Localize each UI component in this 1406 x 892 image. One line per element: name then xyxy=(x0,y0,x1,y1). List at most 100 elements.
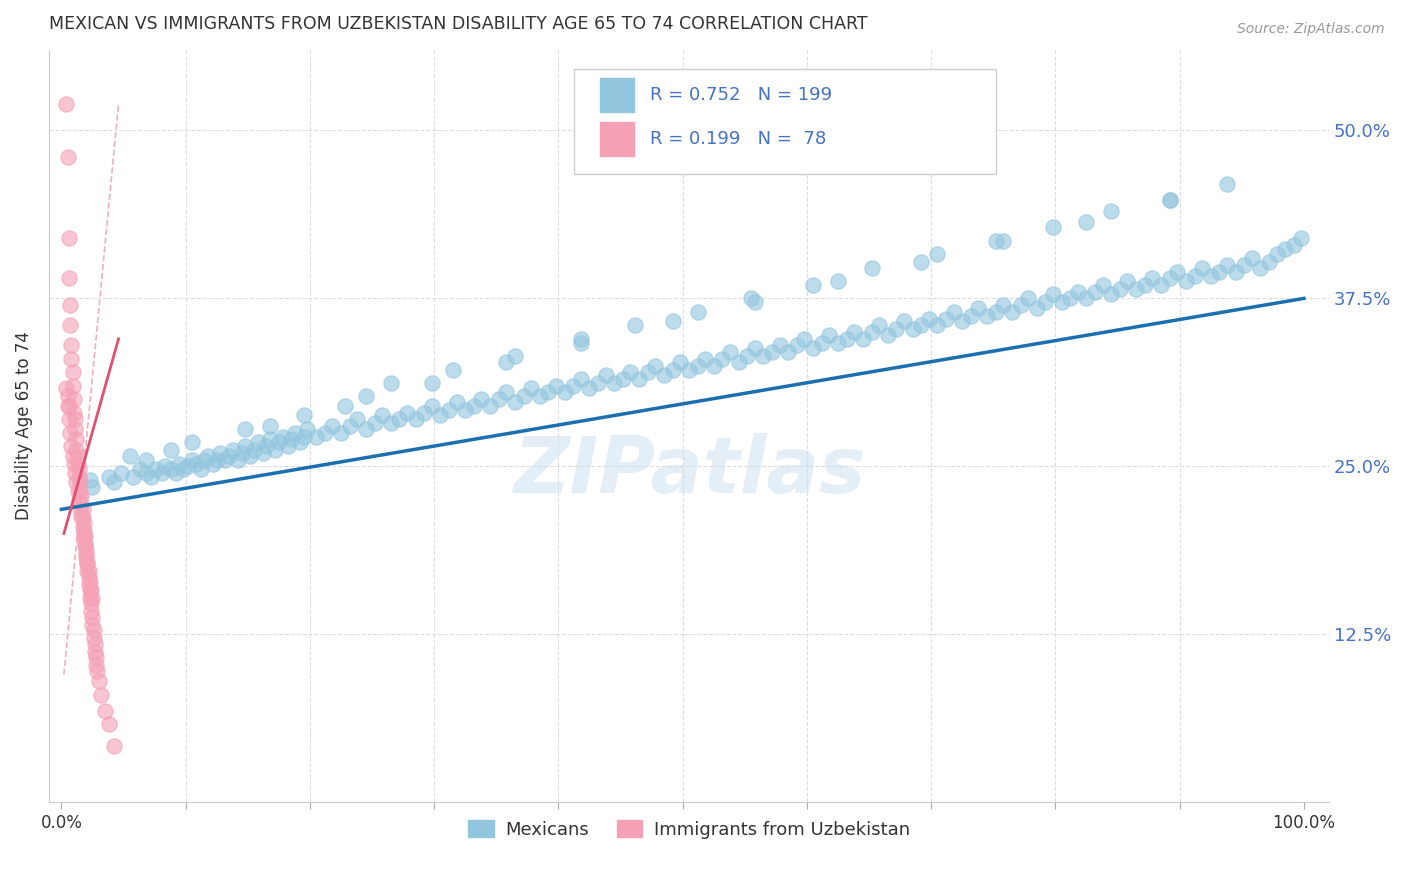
Point xyxy=(259,419,281,434)
Point xyxy=(222,443,245,458)
Point xyxy=(122,470,145,484)
Point xyxy=(153,459,176,474)
Point xyxy=(569,335,592,350)
Point xyxy=(1159,194,1181,208)
Point xyxy=(612,372,634,386)
Point xyxy=(103,739,125,753)
Point xyxy=(503,349,526,363)
Point xyxy=(778,345,800,359)
Point xyxy=(661,314,683,328)
Point xyxy=(145,462,167,476)
Point xyxy=(330,425,353,440)
Text: MEXICAN VS IMMIGRANTS FROM UZBEKISTAN DISABILITY AGE 65 TO 74 CORRELATION CHART: MEXICAN VS IMMIGRANTS FROM UZBEKISTAN DI… xyxy=(49,15,868,33)
Point xyxy=(172,462,194,476)
Point xyxy=(73,537,96,551)
Point xyxy=(190,462,212,476)
Point xyxy=(1109,282,1132,296)
Point xyxy=(70,510,93,524)
Point xyxy=(58,399,80,413)
Point xyxy=(252,446,274,460)
Point xyxy=(159,443,181,458)
Point xyxy=(1010,298,1032,312)
Point xyxy=(860,325,883,339)
Point xyxy=(1208,264,1230,278)
Point xyxy=(97,470,120,484)
Point xyxy=(280,433,302,447)
Point xyxy=(271,430,294,444)
Point xyxy=(1076,215,1098,229)
Point xyxy=(686,359,709,373)
Point xyxy=(254,439,277,453)
Point xyxy=(644,359,666,373)
Point xyxy=(562,378,585,392)
Point xyxy=(876,327,898,342)
Point xyxy=(652,368,675,382)
Point xyxy=(75,547,97,561)
Point xyxy=(288,435,311,450)
Point xyxy=(63,466,86,480)
Point xyxy=(209,446,232,460)
Point xyxy=(80,605,103,619)
Point xyxy=(446,395,468,409)
Point xyxy=(910,318,932,333)
Point xyxy=(569,332,592,346)
Point xyxy=(827,335,849,350)
Point xyxy=(218,449,240,463)
Point xyxy=(79,574,101,588)
Point xyxy=(405,412,427,426)
Point xyxy=(993,298,1015,312)
Point xyxy=(305,430,328,444)
Point xyxy=(454,403,477,417)
Point xyxy=(950,314,973,328)
Point xyxy=(150,466,173,480)
Point xyxy=(761,345,783,359)
Point xyxy=(66,449,89,463)
Point xyxy=(1174,274,1197,288)
Point xyxy=(58,271,80,285)
Point xyxy=(72,520,94,534)
Point xyxy=(62,365,84,379)
Point xyxy=(901,322,924,336)
Point xyxy=(165,466,187,480)
Point xyxy=(1091,277,1114,292)
Point xyxy=(75,550,97,565)
Point xyxy=(554,385,576,400)
Point xyxy=(768,338,790,352)
Point xyxy=(371,409,394,423)
Point xyxy=(314,425,336,440)
Point xyxy=(388,412,411,426)
Point xyxy=(82,610,104,624)
Point xyxy=(159,462,181,476)
Point xyxy=(586,376,609,390)
Point xyxy=(603,376,626,390)
Point xyxy=(60,338,83,352)
Point xyxy=(960,309,983,323)
Point xyxy=(886,322,908,336)
Point xyxy=(910,255,932,269)
Point xyxy=(470,392,492,407)
Point xyxy=(59,425,82,440)
Point xyxy=(619,365,641,379)
Point xyxy=(354,422,377,436)
Point xyxy=(818,327,841,342)
Point xyxy=(55,381,77,395)
Point xyxy=(72,502,94,516)
Point xyxy=(1025,301,1047,315)
Point xyxy=(1216,177,1239,191)
Point xyxy=(727,354,749,368)
Point xyxy=(678,362,700,376)
Point xyxy=(77,569,100,583)
Point xyxy=(984,305,1007,319)
Point xyxy=(60,351,83,366)
Point xyxy=(63,457,86,471)
Text: ZIPatlas: ZIPatlas xyxy=(513,434,865,509)
Point xyxy=(1282,237,1305,252)
Point xyxy=(718,345,741,359)
Text: R = 0.199   N =  78: R = 0.199 N = 78 xyxy=(651,129,827,147)
Point xyxy=(321,419,343,434)
Point xyxy=(488,392,510,407)
Point xyxy=(214,452,236,467)
Y-axis label: Disability Age 65 to 74: Disability Age 65 to 74 xyxy=(15,332,32,521)
Point xyxy=(72,510,94,524)
Point xyxy=(827,274,849,288)
